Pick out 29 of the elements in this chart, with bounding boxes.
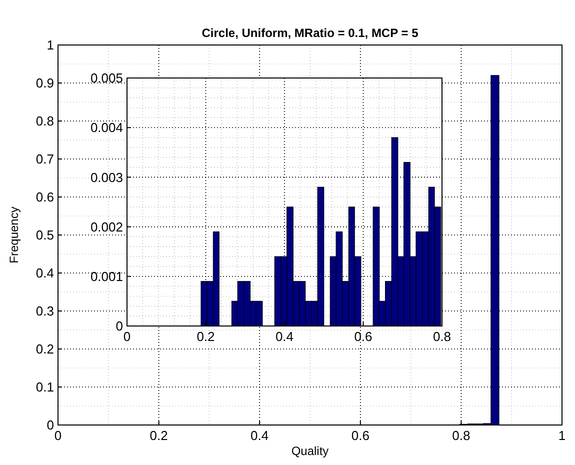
y-tick-label: 0.7 <box>36 152 54 167</box>
y-tick-label: 0.9 <box>36 76 54 91</box>
x-tick-label: 0.4 <box>250 428 269 443</box>
x-axis-title: Quality <box>291 444 329 458</box>
y-tick-label: 0.8 <box>36 114 54 129</box>
y-axis-title: Frequency <box>7 206 21 264</box>
x-tick-label: 1 <box>558 428 566 443</box>
x-tick-label: 0.8 <box>432 329 452 344</box>
y-tick-label: 0.003 <box>90 170 123 185</box>
y-tick-label: 0.1 <box>36 380 54 395</box>
y-tick-label: 0 <box>116 318 123 334</box>
x-tick-label: 0.6 <box>354 329 372 344</box>
y-tick-label: 0 <box>46 418 54 433</box>
y-tick-label: 0.4 <box>36 266 54 281</box>
y-tick-label: 0.6 <box>36 190 54 205</box>
x-tick-label: 0.2 <box>150 428 168 443</box>
y-tick-label: 1 <box>46 38 54 53</box>
y-tick-label: 0.002 <box>90 219 123 234</box>
x-tick-label: 0.6 <box>351 428 370 443</box>
y-tick-label: 0.5 <box>36 228 54 243</box>
y-tick-label: 0.004 <box>90 120 123 136</box>
x-tick-label: 0.4 <box>275 329 294 344</box>
x-tick-label: 0.2 <box>196 329 215 344</box>
y-tick-label: 0.005 <box>90 70 123 86</box>
y-tick-label: 0.2 <box>36 342 54 357</box>
x-tick-label: 0.8 <box>452 428 470 443</box>
chart-title: Circle, Uniform, MRatio = 0.1, MCP = 5 <box>202 26 419 40</box>
y-tick-label: 0.3 <box>36 304 54 319</box>
y-tick-label: 0.001 <box>90 268 123 284</box>
